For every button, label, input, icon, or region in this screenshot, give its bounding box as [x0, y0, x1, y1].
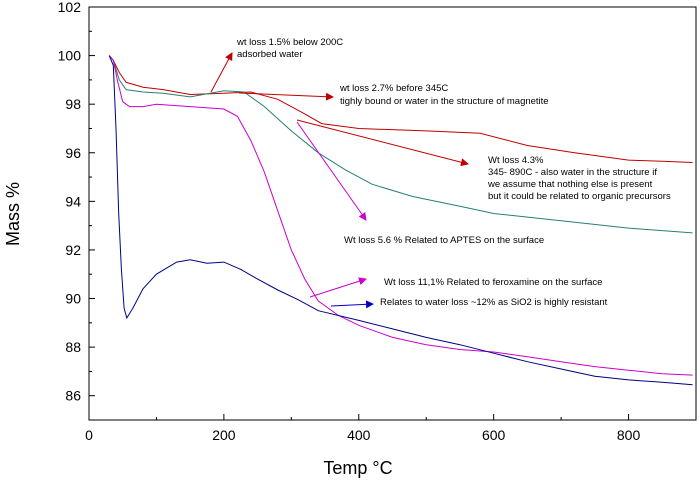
series-line-4 — [108, 55, 693, 386]
annotation-3-line-3: we assume that nothing else is present — [487, 179, 653, 190]
annotation-3-line-4: but it could be related to organic precu… — [488, 191, 671, 202]
annotation-arrow-3 — [296, 119, 469, 167]
plot-axes — [88, 6, 697, 421]
x-axis-title: Temp °C — [323, 458, 392, 478]
annotation-arrow-1 — [210, 52, 233, 93]
annotation-arrow-5 — [309, 277, 367, 298]
annotation-4-line-1: Wt loss 5.6 % Related to APTES on the su… — [344, 235, 544, 246]
annotation-arrow-2 — [238, 92, 334, 101]
annotation-arrow-4 — [296, 121, 367, 221]
y-tick-label: 102 — [58, 0, 82, 15]
annotation-2-line-2: tighly bound or water in the structure o… — [340, 96, 549, 107]
axis-ticks: 0 200 400 600 800 86 88 90 92 94 96 98 100 102 — [58, 0, 641, 443]
annotation-arrows — [210, 52, 469, 309]
annotation-arrow-6 — [330, 300, 374, 309]
y-tick-label: 92 — [65, 242, 81, 258]
plot-frame — [88, 6, 697, 421]
annotation-3-line-2: 345- 890C - also water in the structure … — [488, 167, 657, 178]
annotation-2-line-1: wt loss 2.7% before 345C — [339, 83, 448, 94]
y-tick-label: 86 — [65, 388, 81, 404]
y-axis-title: Mass % — [3, 182, 23, 246]
annotation-5-line-1: Wt loss 11,1% Related to feroxamine on t… — [384, 277, 602, 288]
series-line-3 — [108, 55, 693, 376]
annotation-6-line-1: Relates to water loss ~12% as SiO2 is hi… — [380, 297, 608, 308]
y-tick-label: 90 — [65, 291, 81, 307]
x-tick-label: 800 — [617, 427, 641, 443]
x-tick-label: 200 — [212, 427, 236, 443]
x-tick-label: 600 — [482, 427, 506, 443]
annotation-1-line-2: adsorbed water — [237, 49, 302, 60]
x-tick-label: 0 — [85, 427, 93, 443]
y-tick-label: 94 — [65, 193, 81, 209]
series-line-2 — [108, 55, 693, 234]
series-line-1 — [108, 55, 693, 163]
data-series — [108, 55, 693, 386]
y-tick-label: 96 — [65, 145, 81, 161]
x-tick-label: 400 — [347, 427, 371, 443]
annotation-3-line-1: Wt loss 4.3% — [488, 155, 544, 166]
y-tick-label: 88 — [65, 339, 81, 355]
annotation-1-line-1: wt loss 1.5% below 200C — [236, 37, 343, 48]
y-tick-label: 100 — [58, 48, 82, 64]
y-tick-label: 98 — [65, 96, 81, 112]
